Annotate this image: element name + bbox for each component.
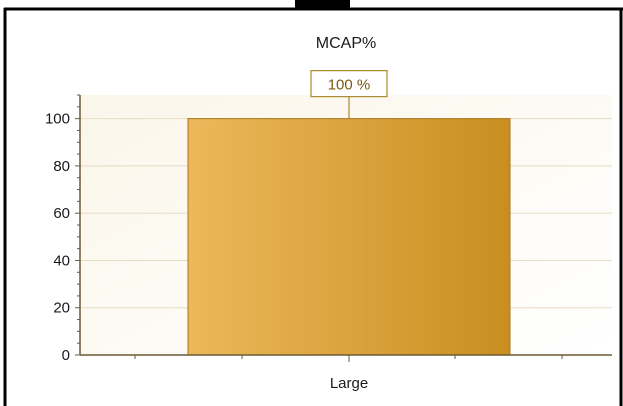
bar-large	[187, 118, 511, 356]
top-strip	[295, 0, 350, 8]
y-tick-label-60: 60	[53, 205, 70, 222]
axis-layer: 0 20 40 60 80 100 Large	[45, 94, 612, 392]
data-label-box	[310, 70, 388, 98]
y-tick-label-0: 0	[62, 347, 70, 364]
label-layer: 100 %	[310, 70, 388, 119]
y-tick-label-20: 20	[53, 300, 70, 317]
y-tick-label-80: 80	[53, 158, 70, 175]
x-tick-label-large: Large	[330, 375, 368, 392]
chart-title: MCAP%	[316, 35, 376, 52]
data-label-large: 100 %	[328, 77, 371, 94]
y-tick-label-100: 100	[45, 111, 70, 128]
bar-layer	[187, 118, 511, 356]
y-tick-label-40: 40	[53, 252, 70, 269]
